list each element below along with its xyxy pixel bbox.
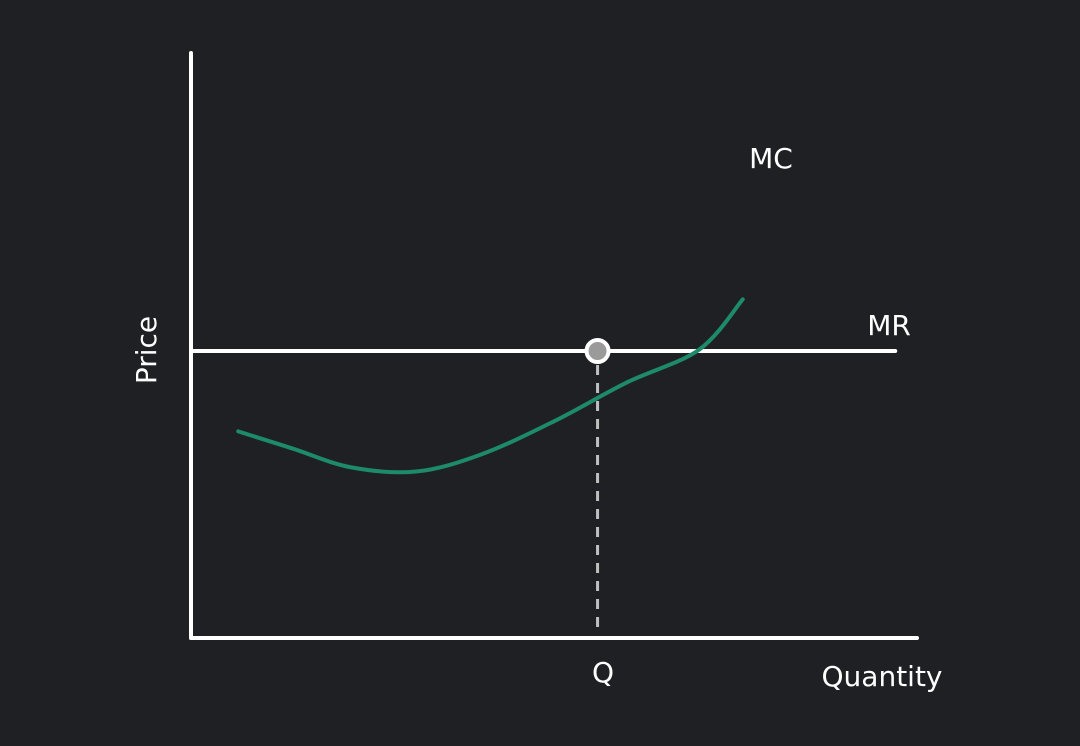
y-axis-label: Price: [130, 316, 163, 384]
equilibrium-point: [584, 338, 611, 364]
x-axis-label: Quantity: [822, 660, 943, 693]
mr-series-label: MR: [867, 309, 911, 342]
q-tick-label: Q: [592, 656, 614, 689]
mc-series-label: MC: [749, 142, 793, 175]
chart-marks: [189, 51, 919, 640]
mc-curve: [236, 297, 745, 475]
